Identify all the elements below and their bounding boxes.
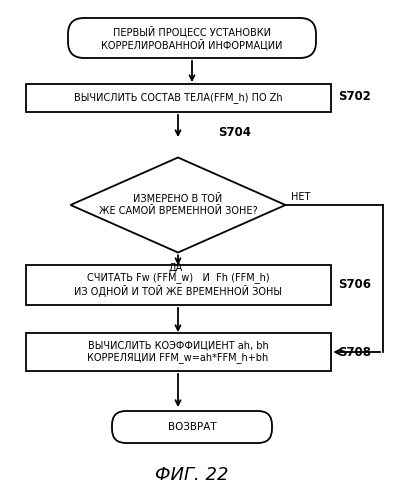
FancyBboxPatch shape [68, 18, 316, 58]
Text: S708: S708 [339, 346, 371, 358]
Text: ИЗМЕРЕНО В ТОЙ
ЖЕ САМОЙ ВРЕМЕННОЙ ЗОНЕ?: ИЗМЕРЕНО В ТОЙ ЖЕ САМОЙ ВРЕМЕННОЙ ЗОНЕ? [99, 194, 257, 216]
Text: ВЫЧИСЛИТЬ СОСТАВ ТЕЛА(FFM_h) ПО Zh: ВЫЧИСЛИТЬ СОСТАВ ТЕЛА(FFM_h) ПО Zh [74, 92, 282, 104]
Bar [25, 84, 330, 112]
Text: НЕТ: НЕТ [290, 192, 310, 202]
Text: СЧИТАТЬ Fw (FFM_w)   И  Fh (FFM_h)
ИЗ ОДНОЙ И ТОЙ ЖЕ ВРЕМЕННОЙ ЗОНЫ: СЧИТАТЬ Fw (FFM_w) И Fh (FFM_h) ИЗ ОДНОЙ… [74, 272, 282, 297]
Text: ПЕРВЫЙ ПРОЦЕСС УСТАНОВКИ
КОРРЕЛИРОВАННОЙ ИНФОРМАЦИИ: ПЕРВЫЙ ПРОЦЕСС УСТАНОВКИ КОРРЕЛИРОВАННОЙ… [101, 26, 283, 50]
Text: ВЫЧИСЛИТЬ КОЭФФИЦИЕНТ ah, bh
КОРРЕЛЯЦИИ FFM_w=ah*FFM_h+bh: ВЫЧИСЛИТЬ КОЭФФИЦИЕНТ ah, bh КОРРЕЛЯЦИИ … [88, 340, 269, 363]
Bar [25, 265, 330, 305]
Text: ДА: ДА [169, 262, 183, 272]
FancyBboxPatch shape [112, 411, 272, 443]
Text: S702: S702 [339, 90, 371, 102]
Text: ВОЗВРАТ: ВОЗВРАТ [168, 422, 216, 432]
Bar [25, 333, 330, 371]
Polygon shape [70, 158, 285, 252]
Text: S706: S706 [339, 278, 371, 291]
Text: S704: S704 [218, 126, 251, 138]
Text: ФИГ. 22: ФИГ. 22 [155, 466, 229, 484]
